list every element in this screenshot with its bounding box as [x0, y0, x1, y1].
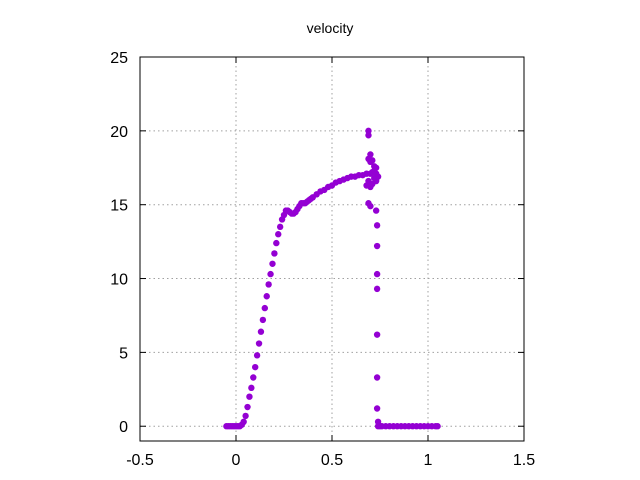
data-point [269, 260, 276, 267]
x-tick-label: 0.5 [321, 452, 343, 469]
data-point [257, 328, 265, 335]
data-point [271, 250, 278, 257]
data-point [373, 374, 381, 381]
data-point [373, 242, 381, 250]
data-point [244, 403, 251, 411]
chart-title: velocity [307, 20, 354, 36]
y-tick-label: 0 [119, 419, 128, 436]
data-point [267, 270, 274, 278]
data-point [248, 384, 255, 392]
data-point [253, 352, 261, 359]
data-point [265, 281, 272, 288]
data-point [373, 222, 381, 229]
data-point [373, 331, 381, 338]
data-point [367, 151, 374, 158]
data-point [372, 207, 380, 214]
x-tick-label: -0.5 [126, 452, 154, 469]
y-tick-label: 25 [110, 50, 128, 67]
x-tick-label: 1.5 [513, 452, 535, 469]
data-point [246, 393, 253, 400]
data-point [373, 285, 381, 293]
data-point [255, 340, 263, 347]
y-tick-label: 5 [119, 345, 128, 362]
data-point [259, 316, 267, 324]
data-point [275, 231, 282, 238]
data-point [242, 412, 249, 420]
data-point [276, 223, 284, 231]
y-tick-label: 20 [110, 124, 128, 141]
data-point [367, 202, 374, 210]
ticks-layer: -0.5 0 0.5 1 1.5 0 5 10 15 20 25 [110, 50, 535, 469]
y-tick-label: 15 [110, 198, 128, 215]
data-point [273, 239, 280, 247]
data-point [369, 157, 376, 164]
data-point [365, 127, 372, 135]
data-point [261, 304, 268, 312]
data-point [240, 418, 247, 425]
data-point [373, 405, 381, 412]
data-point [434, 423, 441, 430]
data-point [365, 132, 372, 139]
data-point [372, 164, 380, 171]
data-point [373, 270, 381, 278]
data-point [372, 177, 380, 185]
y-tick-label: 10 [110, 272, 128, 289]
data-point [250, 374, 257, 381]
plot-frame [139, 56, 525, 442]
data-point [252, 363, 259, 371]
data-point [263, 293, 270, 300]
points-layer [223, 127, 441, 430]
grid-layer [140, 57, 524, 441]
x-tick-label: 1 [424, 452, 433, 469]
x-tick-label: 0 [232, 452, 241, 469]
